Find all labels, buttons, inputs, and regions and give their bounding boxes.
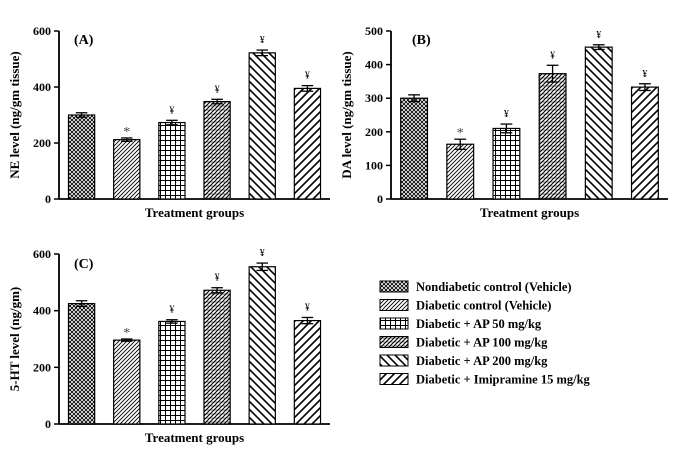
legend-swatch bbox=[379, 299, 409, 311]
panel-label: (A) bbox=[74, 33, 94, 48]
panel-label: (B) bbox=[412, 33, 431, 48]
legend-swatch bbox=[379, 354, 409, 367]
bar bbox=[293, 319, 322, 425]
legend-label: Diabetic + AP 200 mg/kg bbox=[416, 354, 548, 368]
y-tick-label: 100 bbox=[365, 158, 383, 172]
y-tick-label: 300 bbox=[365, 91, 383, 105]
significance-mark: ¥ bbox=[260, 35, 265, 46]
bar bbox=[538, 73, 567, 200]
y-axis-title: NE level (ng/gm tissue) bbox=[7, 51, 22, 178]
bar bbox=[630, 86, 659, 200]
significance-mark: ¥ bbox=[504, 109, 509, 120]
significance-mark: ¥ bbox=[642, 69, 647, 80]
y-tick-label: 500 bbox=[365, 24, 383, 38]
y-tick-label: 0 bbox=[45, 417, 51, 431]
significance-mark: ¥ bbox=[305, 71, 310, 82]
y-tick-label: 600 bbox=[33, 247, 51, 261]
bar bbox=[113, 139, 141, 200]
y-tick-label: 200 bbox=[33, 136, 51, 150]
y-tick-label: 400 bbox=[365, 58, 383, 72]
y-tick-label: 0 bbox=[377, 192, 383, 206]
significance-mark: ¥ bbox=[215, 273, 220, 284]
legend-swatch bbox=[379, 373, 409, 385]
y-tick-label: 200 bbox=[33, 360, 51, 374]
panel-label: (C) bbox=[74, 257, 94, 272]
bar bbox=[248, 266, 276, 425]
significance-mark: * bbox=[123, 125, 130, 140]
bar bbox=[248, 52, 276, 200]
y-axis-title: 5-HT level (ng/gm) bbox=[7, 287, 22, 391]
legend-swatch bbox=[379, 280, 409, 293]
bar bbox=[492, 127, 521, 200]
x-axis-title: Treatment groups bbox=[145, 205, 244, 220]
bar bbox=[158, 320, 186, 425]
bar bbox=[67, 114, 96, 200]
significance-mark: ¥ bbox=[215, 84, 220, 95]
bar bbox=[400, 97, 429, 200]
bar bbox=[293, 87, 322, 200]
y-tick-label: 400 bbox=[33, 80, 51, 94]
legend-swatch bbox=[379, 317, 409, 330]
significance-mark: * bbox=[457, 126, 464, 141]
bar bbox=[203, 100, 231, 200]
legend-label: Diabetic + Imipramine 15 mg/kg bbox=[416, 373, 591, 387]
significance-mark: ¥ bbox=[550, 50, 555, 61]
x-axis-title: Treatment groups bbox=[145, 430, 244, 445]
legend-label: Diabetic + AP 50 mg/kg bbox=[416, 317, 542, 331]
chart-panel: 0 200 400 600 * ¥ ¥ ¥ ¥ (C) Treatment groups 5-HT l… bbox=[7, 247, 330, 445]
significance-mark: ¥ bbox=[596, 30, 601, 41]
legend-label: Diabetic control (Vehicle) bbox=[416, 299, 551, 313]
y-tick-label: 400 bbox=[33, 304, 51, 318]
chart-panel: 0 100 200 300 400 500 * ¥ ¥ ¥ ¥ (B) Treatment groups… bbox=[339, 24, 668, 220]
legend: Nondiabetic control (Vehicle) Diabetic co… bbox=[379, 280, 591, 387]
x-axis-title: Treatment groups bbox=[480, 205, 579, 220]
y-tick-label: 600 bbox=[33, 24, 51, 38]
significance-mark: ¥ bbox=[260, 248, 265, 259]
significance-mark: ¥ bbox=[305, 302, 310, 313]
legend-label: Nondiabetic control (Vehicle) bbox=[416, 280, 572, 294]
bar bbox=[158, 121, 186, 200]
bar bbox=[203, 289, 231, 425]
y-tick-label: 0 bbox=[45, 192, 51, 206]
y-axis-title: DA level (ng/gm tissue) bbox=[339, 51, 354, 178]
bar bbox=[67, 302, 96, 425]
bar bbox=[446, 143, 475, 200]
significance-mark: * bbox=[123, 326, 130, 341]
legend-label: Diabetic + AP 100 mg/kg bbox=[416, 336, 548, 350]
significance-mark: ¥ bbox=[169, 105, 174, 116]
significance-mark: ¥ bbox=[169, 305, 174, 316]
chart-panel: 0 200 400 600 * ¥ ¥ ¥ ¥ (A) Treatment groups NE lev… bbox=[7, 24, 330, 220]
bar bbox=[584, 46, 613, 200]
bar bbox=[113, 339, 141, 425]
legend-swatch bbox=[379, 336, 409, 348]
y-tick-label: 200 bbox=[365, 125, 383, 139]
